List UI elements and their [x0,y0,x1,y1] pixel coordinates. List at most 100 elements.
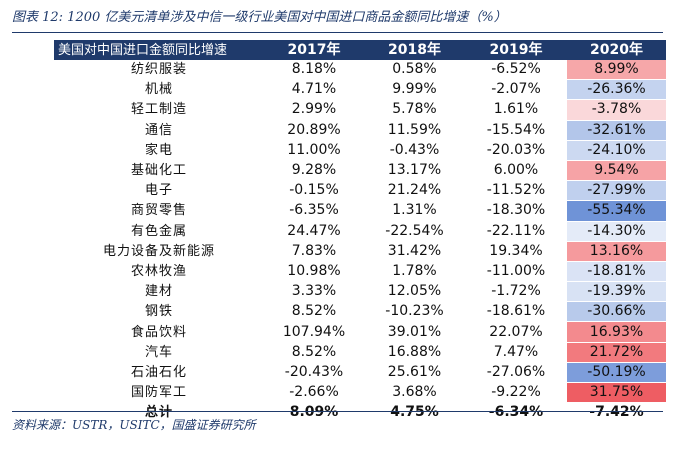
value-2019: -18.30% [465,200,567,222]
value-2020: 21.72% [567,342,666,363]
table-row: 通信 20.89% 11.59% -15.54% -32.61% [54,120,666,141]
value-2018: -22.54% [364,221,465,242]
header-category: 美国对中国进口金额同比增速 [54,40,264,60]
value-2018: 31.42% [364,241,465,262]
value-2018: 0.58% [364,60,465,81]
value-2020: 13.16% [567,241,666,262]
value-2020: -27.99% [567,180,666,202]
value-2019: -27.06% [465,362,567,384]
value-2017: 11.00% [264,140,364,161]
table-row: 钢铁 8.52% -10.23% -18.61% -30.66% [54,301,666,323]
industry-name: 农林牧渔 [54,261,264,283]
value-2019: 6.00% [465,160,567,182]
value-2019: -1.72% [465,281,567,303]
industry-name: 国防军工 [54,382,264,404]
total-2017: 8.09% [264,402,364,424]
value-2020: -32.61% [567,120,666,141]
value-2017: 24.47% [264,221,364,242]
value-2019: 22.07% [465,321,567,343]
table-row: 汽车 8.52% 16.88% 7.47% 21.72% [54,342,666,363]
table-row: 农林牧渔 10.98% 1.78% -11.00% -18.81% [54,261,666,283]
value-2017: 4.71% [264,79,364,101]
value-2017: 10.98% [264,261,364,283]
value-2019: -11.00% [465,261,567,283]
header-2020: 2020年 [567,40,666,60]
industry-name: 纺织服装 [54,60,264,81]
table-row: 国防军工 -2.66% 3.68% -9.22% 31.75% [54,382,666,404]
import-growth-table: 美国对中国进口金额同比增速 2017年 2018年 2019年 2020年 纺织… [54,40,666,424]
value-2017: -20.43% [264,362,364,384]
value-2019: -9.22% [465,382,567,404]
value-2020: -19.39% [567,281,666,303]
industry-name: 商贸零售 [54,200,264,222]
value-2017: 3.33% [264,281,364,303]
value-2018: 1.78% [364,261,465,283]
value-2020: 9.54% [567,160,666,182]
value-2020: 16.93% [567,321,666,343]
value-2018: 1.31% [364,200,465,222]
industry-name: 钢铁 [54,301,264,323]
value-2020: -18.81% [567,261,666,283]
value-2017: -6.35% [264,200,364,222]
value-2019: -22.11% [465,221,567,242]
value-2017: 107.94% [264,321,364,343]
value-2019: -15.54% [465,120,567,141]
value-2018: 9.99% [364,79,465,101]
table-row: 家电 11.00% -0.43% -20.03% -24.10% [54,140,666,161]
caption-rule [12,32,663,33]
value-2018: 5.78% [364,99,465,121]
value-2019: 1.61% [465,99,567,121]
value-2018: 16.88% [364,342,465,363]
source-rule [12,411,663,412]
industry-name: 有色金属 [54,221,264,242]
value-2020: -50.19% [567,362,666,384]
total-label: 总计 [54,402,264,424]
header-2019: 2019年 [465,40,567,60]
value-2018: 12.05% [364,281,465,303]
value-2020: -26.36% [567,79,666,101]
table-row: 轻工制造 2.99% 5.78% 1.61% -3.78% [54,99,666,121]
value-2020: -55.34% [567,200,666,222]
value-2017: 8.52% [264,301,364,323]
industry-name: 汽车 [54,342,264,363]
value-2020: 8.99% [567,60,666,81]
total-2018: 4.75% [364,402,465,424]
value-2017: 20.89% [264,120,364,141]
value-2019: -20.03% [465,140,567,161]
industry-name: 食品饮料 [54,321,264,343]
value-2019: -18.61% [465,301,567,323]
value-2018: -0.43% [364,140,465,161]
value-2017: 8.52% [264,342,364,363]
table-header-row: 美国对中国进口金额同比增速 2017年 2018年 2019年 2020年 [54,40,666,60]
value-2019: -6.52% [465,60,567,81]
value-2017: -0.15% [264,180,364,202]
value-2019: -2.07% [465,79,567,101]
table-row: 食品饮料 107.94% 39.01% 22.07% 16.93% [54,321,666,343]
industry-name: 电力设备及新能源 [54,241,264,262]
total-row: 总计 8.09% 4.75% -6.34% -7.42% [54,402,666,424]
table-row: 电力设备及新能源 7.83% 31.42% 19.34% 13.16% [54,241,666,262]
table-row: 建材 3.33% 12.05% -1.72% -19.39% [54,281,666,303]
value-2017: 7.83% [264,241,364,262]
value-2017: 9.28% [264,160,364,182]
total-2019: -6.34% [465,402,567,424]
value-2018: -10.23% [364,301,465,323]
value-2018: 11.59% [364,120,465,141]
value-2020: -3.78% [567,99,666,121]
value-2018: 3.68% [364,382,465,404]
table-row: 机械 4.71% 9.99% -2.07% -26.36% [54,79,666,101]
value-2017: -2.66% [264,382,364,404]
value-2019: 7.47% [465,342,567,363]
value-2018: 21.24% [364,180,465,202]
header-2017: 2017年 [264,40,364,60]
industry-name: 石油石化 [54,362,264,384]
value-2020: -30.66% [567,301,666,323]
value-2019: -11.52% [465,180,567,202]
industry-name: 建材 [54,281,264,303]
industry-name: 电子 [54,180,264,202]
header-2018: 2018年 [364,40,465,60]
industry-name: 轻工制造 [54,99,264,121]
table-row: 电子 -0.15% 21.24% -11.52% -27.99% [54,180,666,202]
table-row: 商贸零售 -6.35% 1.31% -18.30% -55.34% [54,200,666,222]
value-2018: 13.17% [364,160,465,182]
